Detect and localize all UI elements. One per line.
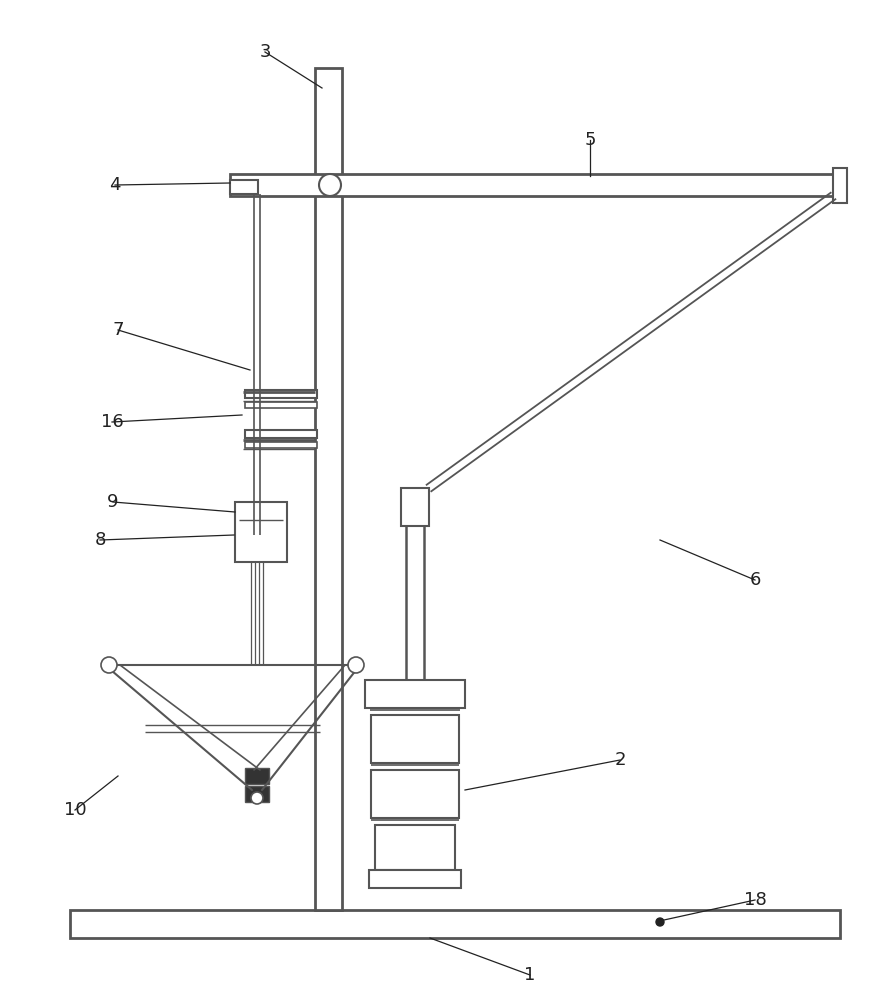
Bar <box>375 825 455 870</box>
Text: 8: 8 <box>94 531 106 549</box>
Text: 16: 16 <box>100 413 124 431</box>
Bar <box>245 390 317 398</box>
Bar <box>245 442 317 448</box>
Bar <box>245 768 269 784</box>
Text: 7: 7 <box>112 321 124 339</box>
Bar <box>369 870 461 888</box>
Text: 6: 6 <box>749 571 761 589</box>
Bar <box>365 680 465 708</box>
Bar <box>833 168 847 203</box>
Circle shape <box>348 657 364 673</box>
Text: 2: 2 <box>615 751 625 769</box>
Text: 4: 4 <box>109 176 121 194</box>
Bar <box>230 174 840 196</box>
Bar <box>245 402 317 408</box>
Text: 1: 1 <box>524 966 536 984</box>
Text: 10: 10 <box>64 801 86 819</box>
Circle shape <box>656 918 664 926</box>
Bar <box>235 502 287 562</box>
Text: 18: 18 <box>744 891 766 909</box>
Circle shape <box>319 174 341 196</box>
Bar <box>371 715 459 763</box>
Text: 3: 3 <box>259 43 271 61</box>
Bar <box>70 910 840 938</box>
Text: 9: 9 <box>108 493 119 511</box>
Circle shape <box>101 657 117 673</box>
Bar <box>245 430 317 438</box>
Bar <box>401 488 429 526</box>
Bar <box>245 786 269 802</box>
Text: 5: 5 <box>584 131 596 149</box>
Bar <box>371 770 459 818</box>
Circle shape <box>251 792 263 804</box>
Bar <box>315 68 342 910</box>
Bar <box>230 180 258 194</box>
